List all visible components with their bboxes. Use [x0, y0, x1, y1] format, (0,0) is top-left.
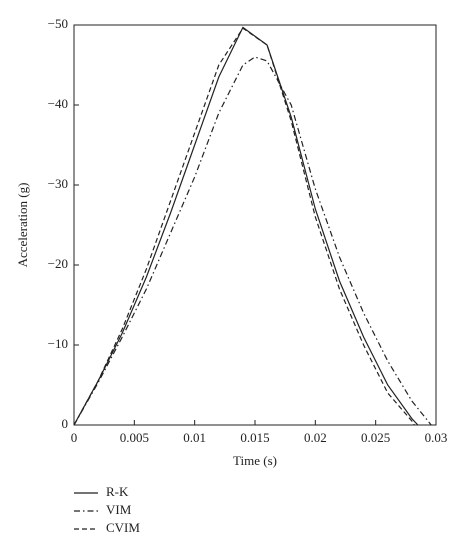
y-tick-label: −50	[48, 16, 68, 31]
y-tick-label: −30	[48, 176, 68, 191]
x-tick-label: 0.01	[183, 430, 206, 445]
line	[73, 27, 415, 426]
line	[73, 56, 432, 426]
legend-label: CVIM	[106, 520, 140, 535]
plot-frame	[73, 24, 437, 426]
x-tick-label: 0.015	[240, 430, 269, 445]
legend-label: R-K	[106, 484, 129, 499]
x-axis-label: Time (s)	[233, 453, 277, 468]
y-tick-label: 0	[62, 416, 69, 431]
y-tick-label: −40	[48, 96, 68, 111]
line	[73, 26, 419, 426]
y-axis-label: Acceleration (g)	[15, 183, 30, 268]
x-tick-label: 0.025	[361, 430, 390, 445]
x-tick-label: 0.03	[425, 430, 448, 445]
x-tick-label: 0.02	[304, 430, 327, 445]
y-tick-label: −10	[48, 336, 68, 351]
x-tick-label: 0.005	[120, 430, 149, 445]
y-tick-label: −20	[48, 256, 68, 271]
x-tick-label: 0	[71, 430, 78, 445]
legend-label: VIM	[106, 502, 132, 517]
